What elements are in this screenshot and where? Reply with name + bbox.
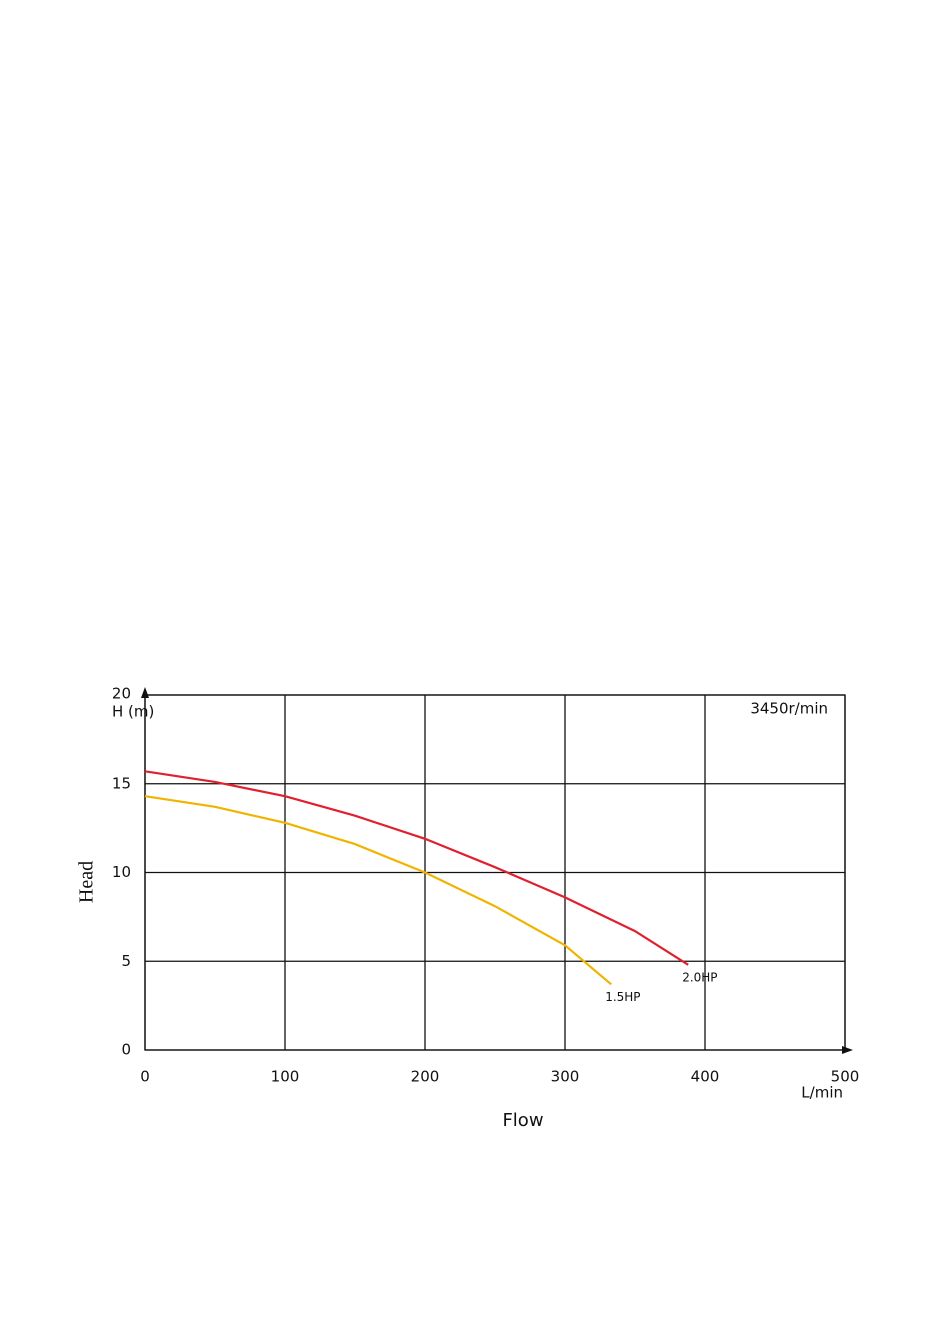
series-line (144, 795, 612, 986)
series-label: 2.0HP (682, 970, 717, 984)
y-axis-title: Head (76, 861, 98, 903)
y-tick-label: 5 (121, 952, 131, 970)
y-tick-label: 0 (121, 1041, 131, 1059)
x-tick-label: 500 (831, 1068, 860, 1086)
y-tick-label: 10 (112, 863, 131, 881)
speed-annotation: 3450r/min (750, 700, 828, 718)
x-tick-label: 400 (691, 1068, 720, 1086)
x-tick-label: 100 (271, 1068, 300, 1086)
x-tick-label: 200 (411, 1068, 440, 1086)
x-unit-label: L/min (801, 1084, 843, 1102)
x-axis-title: Flow (502, 1110, 543, 1131)
x-tick-label: 300 (551, 1068, 580, 1086)
series-line (144, 770, 689, 966)
y-tick-label: 20 (112, 685, 131, 703)
x-tick-label: 0 (140, 1068, 150, 1086)
y-unit-label: H (m) (112, 703, 154, 721)
y-tick-label: 15 (112, 774, 131, 792)
series-label: 1.5HP (605, 990, 640, 1004)
